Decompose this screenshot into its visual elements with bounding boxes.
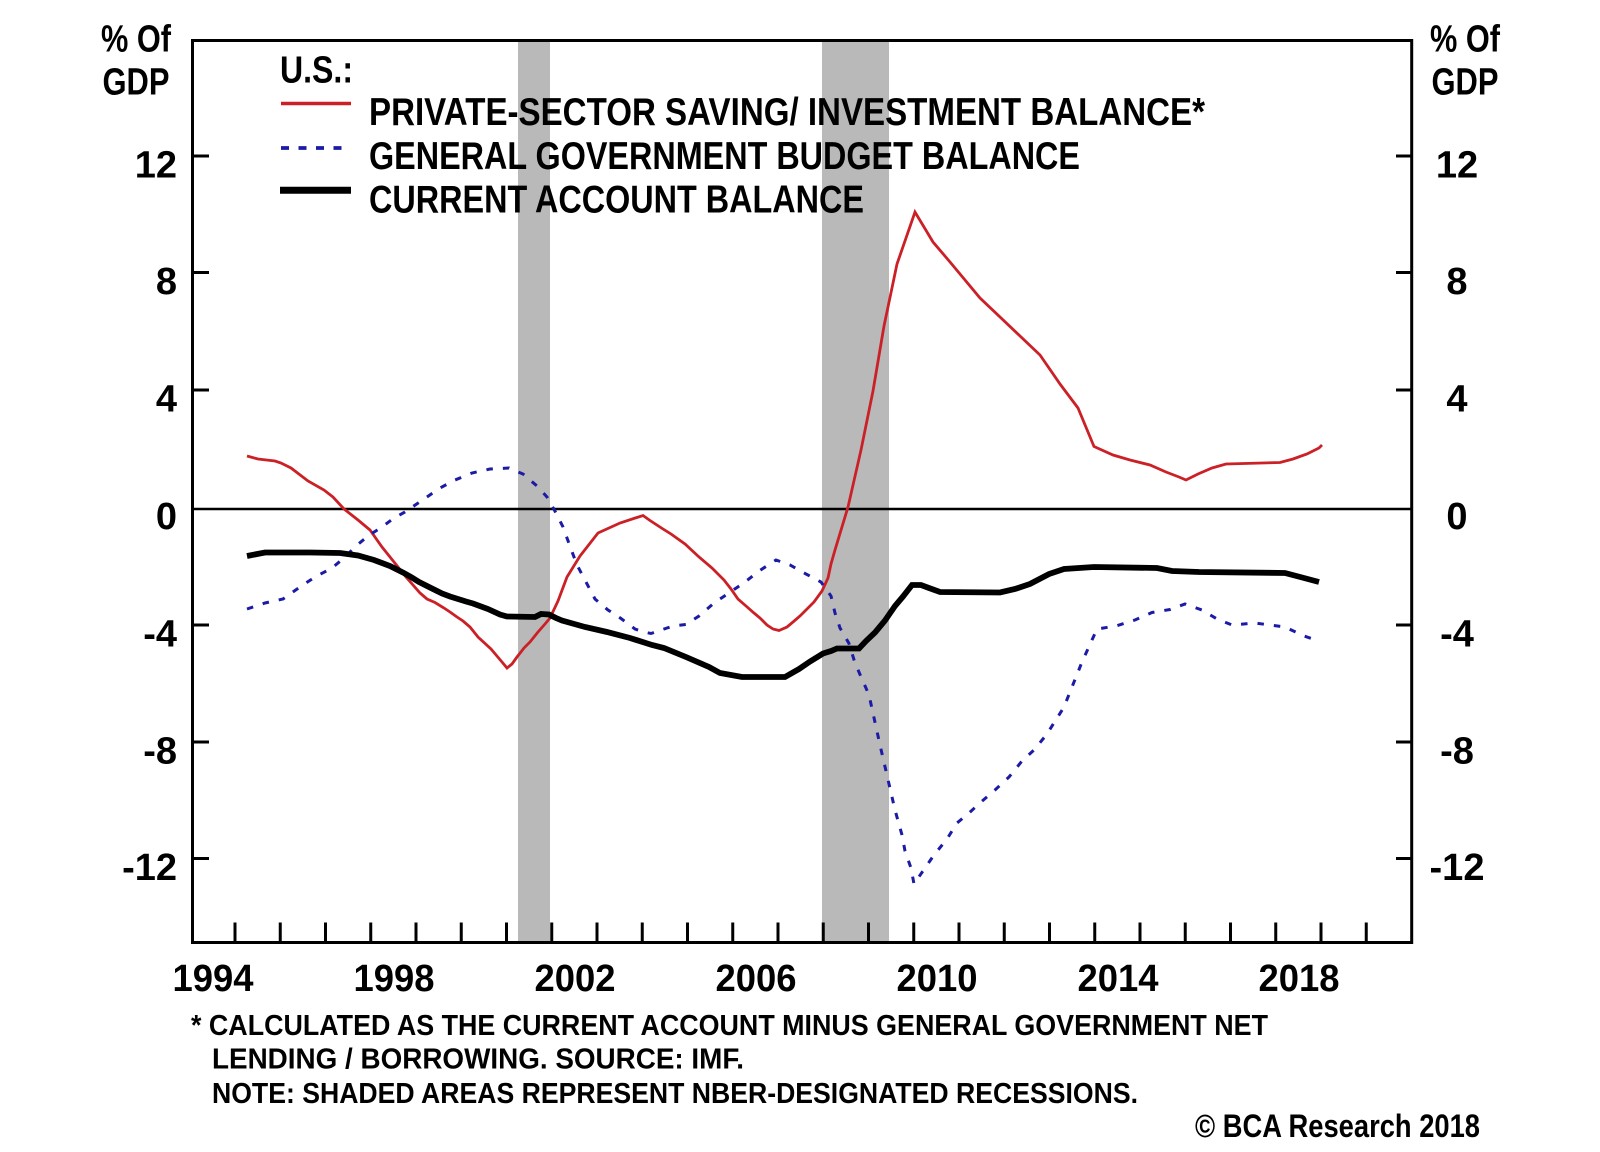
svg-text:© BCA Research 2018: © BCA Research 2018 xyxy=(1195,1108,1480,1144)
svg-text:U.S.:: U.S.: xyxy=(280,50,353,92)
svg-text:0: 0 xyxy=(1446,496,1467,538)
svg-text:CURRENT ACCOUNT BALANCE: CURRENT ACCOUNT BALANCE xyxy=(369,179,864,222)
svg-text:PRIVATE-SECTOR SAVING/ INVESTM: PRIVATE-SECTOR SAVING/ INVESTMENT BALANC… xyxy=(369,91,1206,134)
svg-text:-8: -8 xyxy=(143,730,177,772)
svg-text:2014: 2014 xyxy=(1078,958,1159,1000)
svg-text:2018: 2018 xyxy=(1259,958,1340,1000)
svg-text:12: 12 xyxy=(135,144,177,186)
svg-text:NOTE: SHADED AREAS REPRESENT: NOTE: SHADED AREAS REPRESENT NBER-DESIGN… xyxy=(212,1078,1138,1110)
svg-text:8: 8 xyxy=(1446,261,1467,303)
svg-text:-4: -4 xyxy=(1440,613,1474,655)
svg-text:GENERAL GOVERNMENT BUDGET BALA: GENERAL GOVERNMENT BUDGET BALANCE xyxy=(369,135,1080,178)
svg-text:2006: 2006 xyxy=(716,958,797,1000)
svg-text:LENDING / BORROWING. SOURCE:: LENDING / BORROWING. SOURCE: IMF. xyxy=(212,1044,744,1076)
svg-text:-12: -12 xyxy=(122,847,177,889)
svg-text:GDP: GDP xyxy=(103,62,170,104)
svg-text:12: 12 xyxy=(1436,144,1478,186)
svg-text:* CALCULATED AS THE CURRENT AC: * CALCULATED AS THE CURRENT ACCOUNT MINU… xyxy=(191,1010,1268,1042)
svg-text:2002: 2002 xyxy=(535,958,616,1000)
svg-text:-4: -4 xyxy=(143,613,177,655)
svg-text:2010: 2010 xyxy=(897,958,978,1000)
svg-text:4: 4 xyxy=(1446,378,1467,420)
svg-text:GDP: GDP xyxy=(1432,62,1499,104)
svg-text:1998: 1998 xyxy=(354,958,435,1000)
svg-text:1994: 1994 xyxy=(173,958,254,1000)
svg-text:% Of: % Of xyxy=(1430,19,1500,61)
svg-text:-12: -12 xyxy=(1430,847,1485,889)
svg-text:8: 8 xyxy=(156,261,177,303)
svg-text:4: 4 xyxy=(156,378,177,420)
svg-text:% Of: % Of xyxy=(101,19,171,61)
svg-text:-8: -8 xyxy=(1440,730,1474,772)
svg-text:0: 0 xyxy=(156,496,177,538)
